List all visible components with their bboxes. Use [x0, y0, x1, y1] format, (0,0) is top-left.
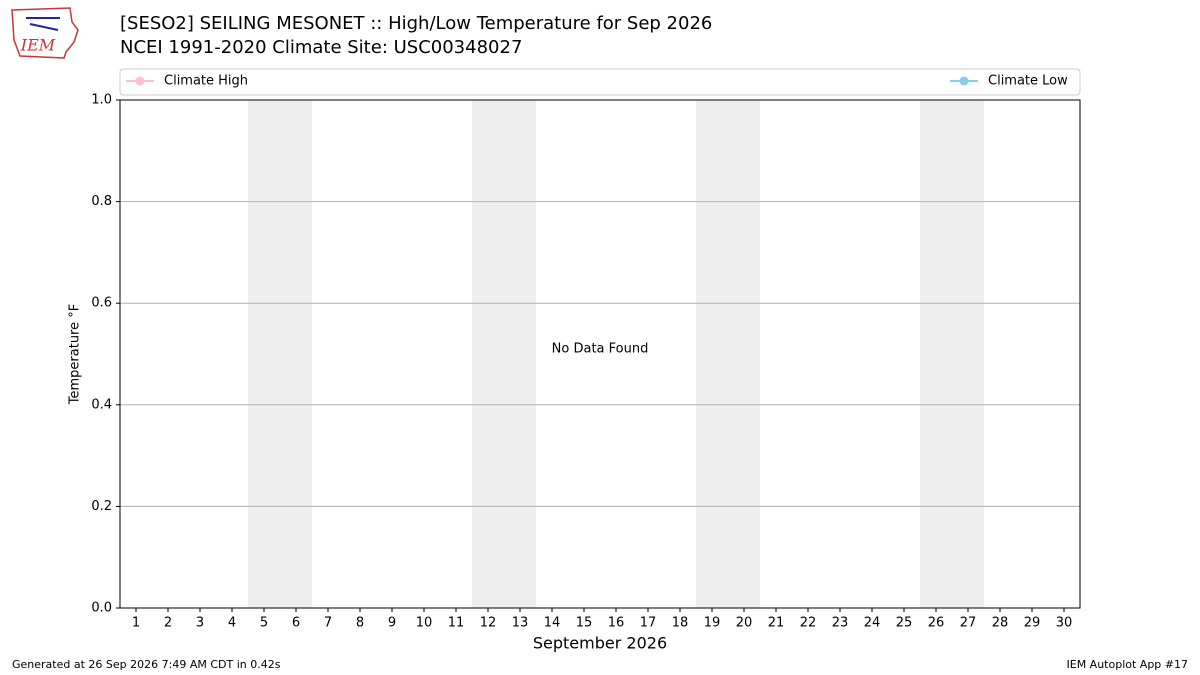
x-tick-label: 28 [992, 616, 1009, 631]
x-tick-label: 12 [480, 616, 497, 631]
x-tick-label: 6 [292, 616, 300, 631]
x-tick-label: 26 [928, 616, 945, 631]
x-tick-label: 22 [800, 616, 817, 631]
x-tick-label: 4 [228, 616, 236, 631]
y-tick-label: 0.4 [91, 397, 112, 412]
weekend-shade [504, 100, 536, 608]
legend-marker [135, 76, 145, 86]
annotation: No Data Found [552, 342, 649, 357]
weekend-shade [472, 100, 504, 608]
y-tick-label: 0.0 [91, 601, 112, 616]
y-tick-label: 0.2 [91, 499, 112, 514]
y-tick-label: 0.6 [91, 296, 112, 311]
x-tick-label: 29 [1024, 616, 1041, 631]
x-tick-label: 9 [388, 616, 396, 631]
x-tick-label: 3 [196, 616, 204, 631]
legend-label: Climate High [164, 74, 248, 89]
x-tick-label: 7 [324, 616, 332, 631]
footer-left: Generated at 26 Sep 2026 7:49 AM CDT in … [12, 658, 281, 671]
legend-label: Climate Low [988, 74, 1068, 89]
chart-title: [SESO2] SEILING MESONET :: High/Low Temp… [120, 13, 712, 34]
x-tick-label: 19 [704, 616, 721, 631]
weekend-shade [920, 100, 952, 608]
x-tick-label: 16 [608, 616, 625, 631]
x-tick-label: 11 [448, 616, 465, 631]
x-tick-label: 27 [960, 616, 977, 631]
logo: IEM [11, 7, 79, 59]
weekend-shade [280, 100, 312, 608]
x-axis-label: September 2026 [533, 634, 667, 653]
weekend-shade [952, 100, 984, 608]
x-tick-label: 14 [544, 616, 561, 631]
x-tick-label: 15 [576, 616, 593, 631]
x-tick-label: 21 [768, 616, 785, 631]
x-tick-label: 25 [896, 616, 913, 631]
weekend-shade [248, 100, 280, 608]
x-tick-label: 23 [832, 616, 849, 631]
x-tick-label: 13 [512, 616, 529, 631]
x-tick-label: 17 [640, 616, 657, 631]
x-tick-label: 18 [672, 616, 689, 631]
plot-frame [119, 99, 1081, 609]
y-axis-label: Temperature °F [68, 304, 83, 405]
legend-marker [959, 76, 969, 86]
legend-box [119, 68, 1081, 96]
chart-subtitle: NCEI 1991-2020 Climate Site: USC00348027 [120, 37, 522, 58]
plot-area [120, 99, 1080, 609]
y-tick-label: 1.0 [91, 93, 112, 108]
x-tick-label: 24 [864, 616, 881, 631]
x-tick-label: 30 [1056, 616, 1073, 631]
x-tick-label: 5 [260, 616, 268, 631]
x-tick-label: 1 [132, 616, 140, 631]
footer-right: IEM Autoplot App #17 [1067, 658, 1189, 671]
weekend-shade [728, 100, 760, 608]
x-tick-label: 10 [416, 616, 433, 631]
logo-text: IEM [20, 36, 56, 55]
y-tick-label: 0.8 [91, 194, 112, 209]
x-tick-label: 20 [736, 616, 753, 631]
x-tick-label: 2 [164, 616, 172, 631]
weekend-shade [696, 100, 728, 608]
x-tick-label: 8 [356, 616, 364, 631]
